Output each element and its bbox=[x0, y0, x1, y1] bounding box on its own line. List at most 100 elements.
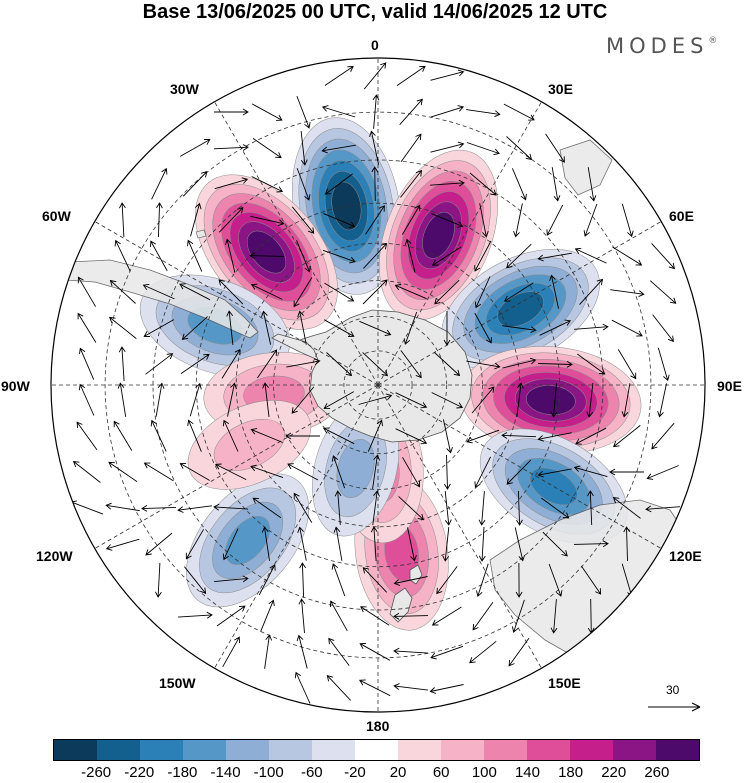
wind-arrow bbox=[296, 95, 311, 129]
colorbar-swatch bbox=[355, 740, 398, 760]
wind-arrow bbox=[537, 252, 572, 262]
wind-arrow bbox=[623, 526, 631, 562]
wind-arrow bbox=[151, 167, 168, 200]
wind-arrow bbox=[612, 497, 641, 519]
colorbar-swatch bbox=[183, 740, 226, 760]
wind-arrow bbox=[444, 454, 451, 490]
chart-title: Base 13/06/2025 00 UTC, valid 14/06/2025… bbox=[142, 1, 608, 23]
colorbar-tick-label: 100 bbox=[471, 764, 497, 781]
latitude-circle bbox=[343, 350, 413, 420]
wind-arrow bbox=[78, 383, 95, 416]
lon-label-0: 0 bbox=[371, 37, 379, 53]
wind-arrow bbox=[358, 393, 393, 405]
anomaly-contour bbox=[497, 291, 544, 327]
wind-arrow bbox=[150, 240, 168, 272]
wind-arrow bbox=[503, 103, 535, 121]
wind-arrow bbox=[574, 247, 607, 264]
wind-arrow bbox=[431, 606, 462, 626]
wind-arrow bbox=[609, 468, 644, 476]
lon-label-30w: 30W bbox=[170, 81, 199, 97]
wind-arrow bbox=[114, 239, 131, 272]
wind-arrow bbox=[333, 526, 343, 561]
wind-arrow bbox=[587, 490, 594, 526]
wind-arrow bbox=[430, 645, 464, 660]
wind-arrow bbox=[250, 464, 284, 479]
latitude-circle bbox=[273, 280, 483, 490]
wind-arrow bbox=[372, 94, 380, 129]
wind-arrow bbox=[476, 563, 489, 598]
brand-name: MODES bbox=[606, 34, 709, 58]
wind-arrow bbox=[506, 459, 532, 485]
wind-arrow bbox=[156, 202, 163, 238]
wind-arrow bbox=[617, 349, 637, 380]
wind-arrow bbox=[430, 105, 465, 118]
wind-arrow bbox=[260, 599, 275, 632]
wind-arrow bbox=[443, 311, 451, 346]
wind-arrow bbox=[251, 176, 284, 193]
wind-arrow bbox=[399, 98, 423, 125]
wind-arrow bbox=[145, 532, 173, 556]
wind-arrow bbox=[326, 352, 353, 377]
wind-arrow bbox=[293, 492, 313, 523]
wind-arrow bbox=[222, 636, 240, 668]
wind-arrow bbox=[291, 206, 315, 234]
wind-arrow bbox=[363, 62, 387, 90]
colorbar-tick-label: 60 bbox=[432, 764, 450, 781]
colorbar-swatch bbox=[97, 740, 140, 760]
wind-arrow bbox=[264, 634, 273, 669]
wind-arrow bbox=[113, 420, 133, 451]
wind-arrow bbox=[214, 177, 249, 190]
wind-arrow bbox=[297, 310, 307, 345]
wind-arrow bbox=[407, 527, 417, 562]
wind-arrow bbox=[261, 526, 270, 561]
meridian-line bbox=[377, 384, 662, 549]
wind-arrow bbox=[215, 463, 247, 481]
wind-arrow bbox=[287, 463, 319, 481]
wind-arrow bbox=[516, 382, 524, 417]
wind-arrow bbox=[331, 455, 346, 489]
wind-arrow bbox=[402, 457, 421, 488]
wind-arrow bbox=[214, 108, 249, 116]
wind-arrow bbox=[429, 179, 465, 187]
wind-arrow bbox=[179, 462, 210, 481]
wind-arrow bbox=[76, 421, 98, 451]
colorbar-swatch bbox=[527, 740, 570, 760]
wind-arrow bbox=[393, 683, 428, 691]
wind-arrow bbox=[431, 213, 464, 228]
wind-arrow bbox=[177, 611, 213, 619]
wind-arrow bbox=[370, 526, 378, 562]
wind-arrow bbox=[393, 612, 429, 620]
wind-arrow bbox=[400, 350, 422, 379]
wind-arrow bbox=[369, 130, 380, 165]
wind-arrow bbox=[293, 277, 313, 308]
colorbar-tick-label: -20 bbox=[344, 764, 366, 781]
lon-label-90w: 90W bbox=[1, 378, 30, 394]
wind-arrow bbox=[321, 105, 356, 118]
lon-label-150w: 150W bbox=[159, 675, 196, 691]
wind-arrow bbox=[430, 141, 465, 153]
wind-arrow bbox=[503, 282, 534, 302]
wind-arrow bbox=[581, 565, 602, 595]
colorbar-swatch bbox=[441, 740, 484, 760]
wind-arrow bbox=[541, 497, 570, 519]
colorbar-swatch bbox=[269, 740, 312, 760]
wind-arrow bbox=[108, 461, 138, 482]
anomaly-contour bbox=[422, 211, 455, 259]
colorbar-swatch bbox=[656, 740, 699, 760]
wind-arrow bbox=[573, 540, 609, 548]
wind-arrow bbox=[252, 497, 282, 519]
colorbar-tick-label: -220 bbox=[124, 764, 155, 781]
lon-label-60w: 60W bbox=[42, 208, 71, 224]
wind-arrow bbox=[77, 312, 97, 343]
wind-arrow bbox=[479, 203, 489, 238]
lon-label-60e: 60E bbox=[669, 208, 694, 224]
wind-arrow bbox=[537, 468, 572, 478]
wind-arrow bbox=[359, 679, 391, 697]
wind-arrow bbox=[286, 358, 321, 368]
wind-arrow bbox=[551, 167, 561, 202]
wind-arrow bbox=[362, 567, 388, 593]
latitude-circle bbox=[308, 315, 448, 455]
south-georgia bbox=[195, 229, 207, 239]
wind-arrow bbox=[513, 203, 523, 238]
